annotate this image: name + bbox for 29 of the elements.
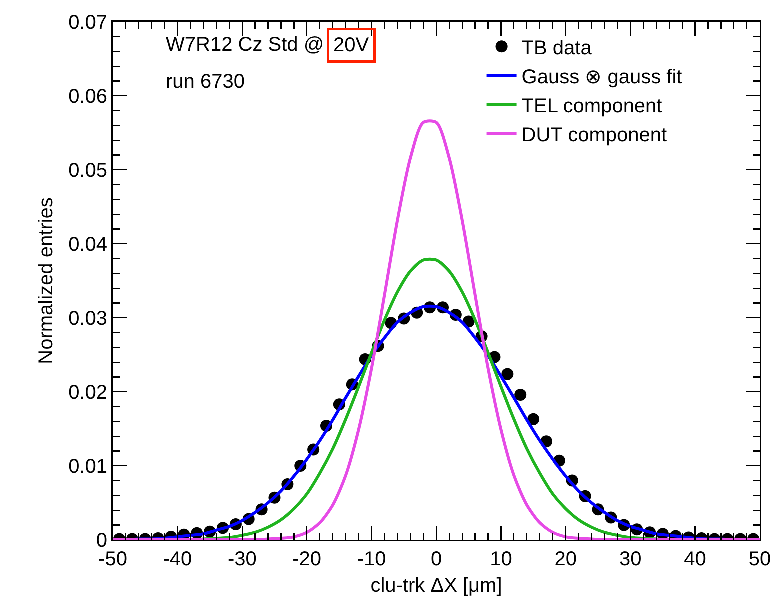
point <box>514 388 527 401</box>
y-tick-label: 0.06 <box>68 86 108 108</box>
y-tick-label: 0.05 <box>68 160 108 182</box>
annotation: 20V <box>334 34 370 56</box>
x-tick-label: 20 <box>554 548 578 570</box>
legend-label: TB data <box>522 37 593 60</box>
x-tick-label: 50 <box>748 548 772 570</box>
point <box>528 413 540 426</box>
legend-label: Gauss ⊗ gauss fit <box>522 66 683 88</box>
x-tick-label: -20 <box>292 548 322 570</box>
x-axis-title: clu-trk ΔX [μm] <box>370 574 502 597</box>
y-tick-label: 0.01 <box>68 456 108 478</box>
y-tick-label: 0.04 <box>68 234 108 256</box>
x-tick-label: 40 <box>684 548 706 570</box>
legend-label: TEL component <box>522 95 663 118</box>
x-tick-label: 0 <box>430 548 442 570</box>
x-tick-label: 10 <box>490 548 512 570</box>
annotation: W7R12 Cz Std @ <box>166 34 324 56</box>
y-tick-label: 0.07 <box>68 12 108 34</box>
legend-label: DUT component <box>522 124 668 146</box>
x-tick-label: -10 <box>357 548 386 570</box>
x-tick-label: -30 <box>228 548 257 570</box>
y-axis-title: Normalized entries <box>35 198 58 364</box>
point <box>502 368 514 380</box>
y-tick-label: 0.03 <box>68 308 108 330</box>
x-tick-label: 30 <box>619 548 642 570</box>
x-tick-label: -40 <box>163 548 192 570</box>
annotation: run 6730 <box>166 71 245 93</box>
y-tick-label: 0.02 <box>68 382 108 404</box>
